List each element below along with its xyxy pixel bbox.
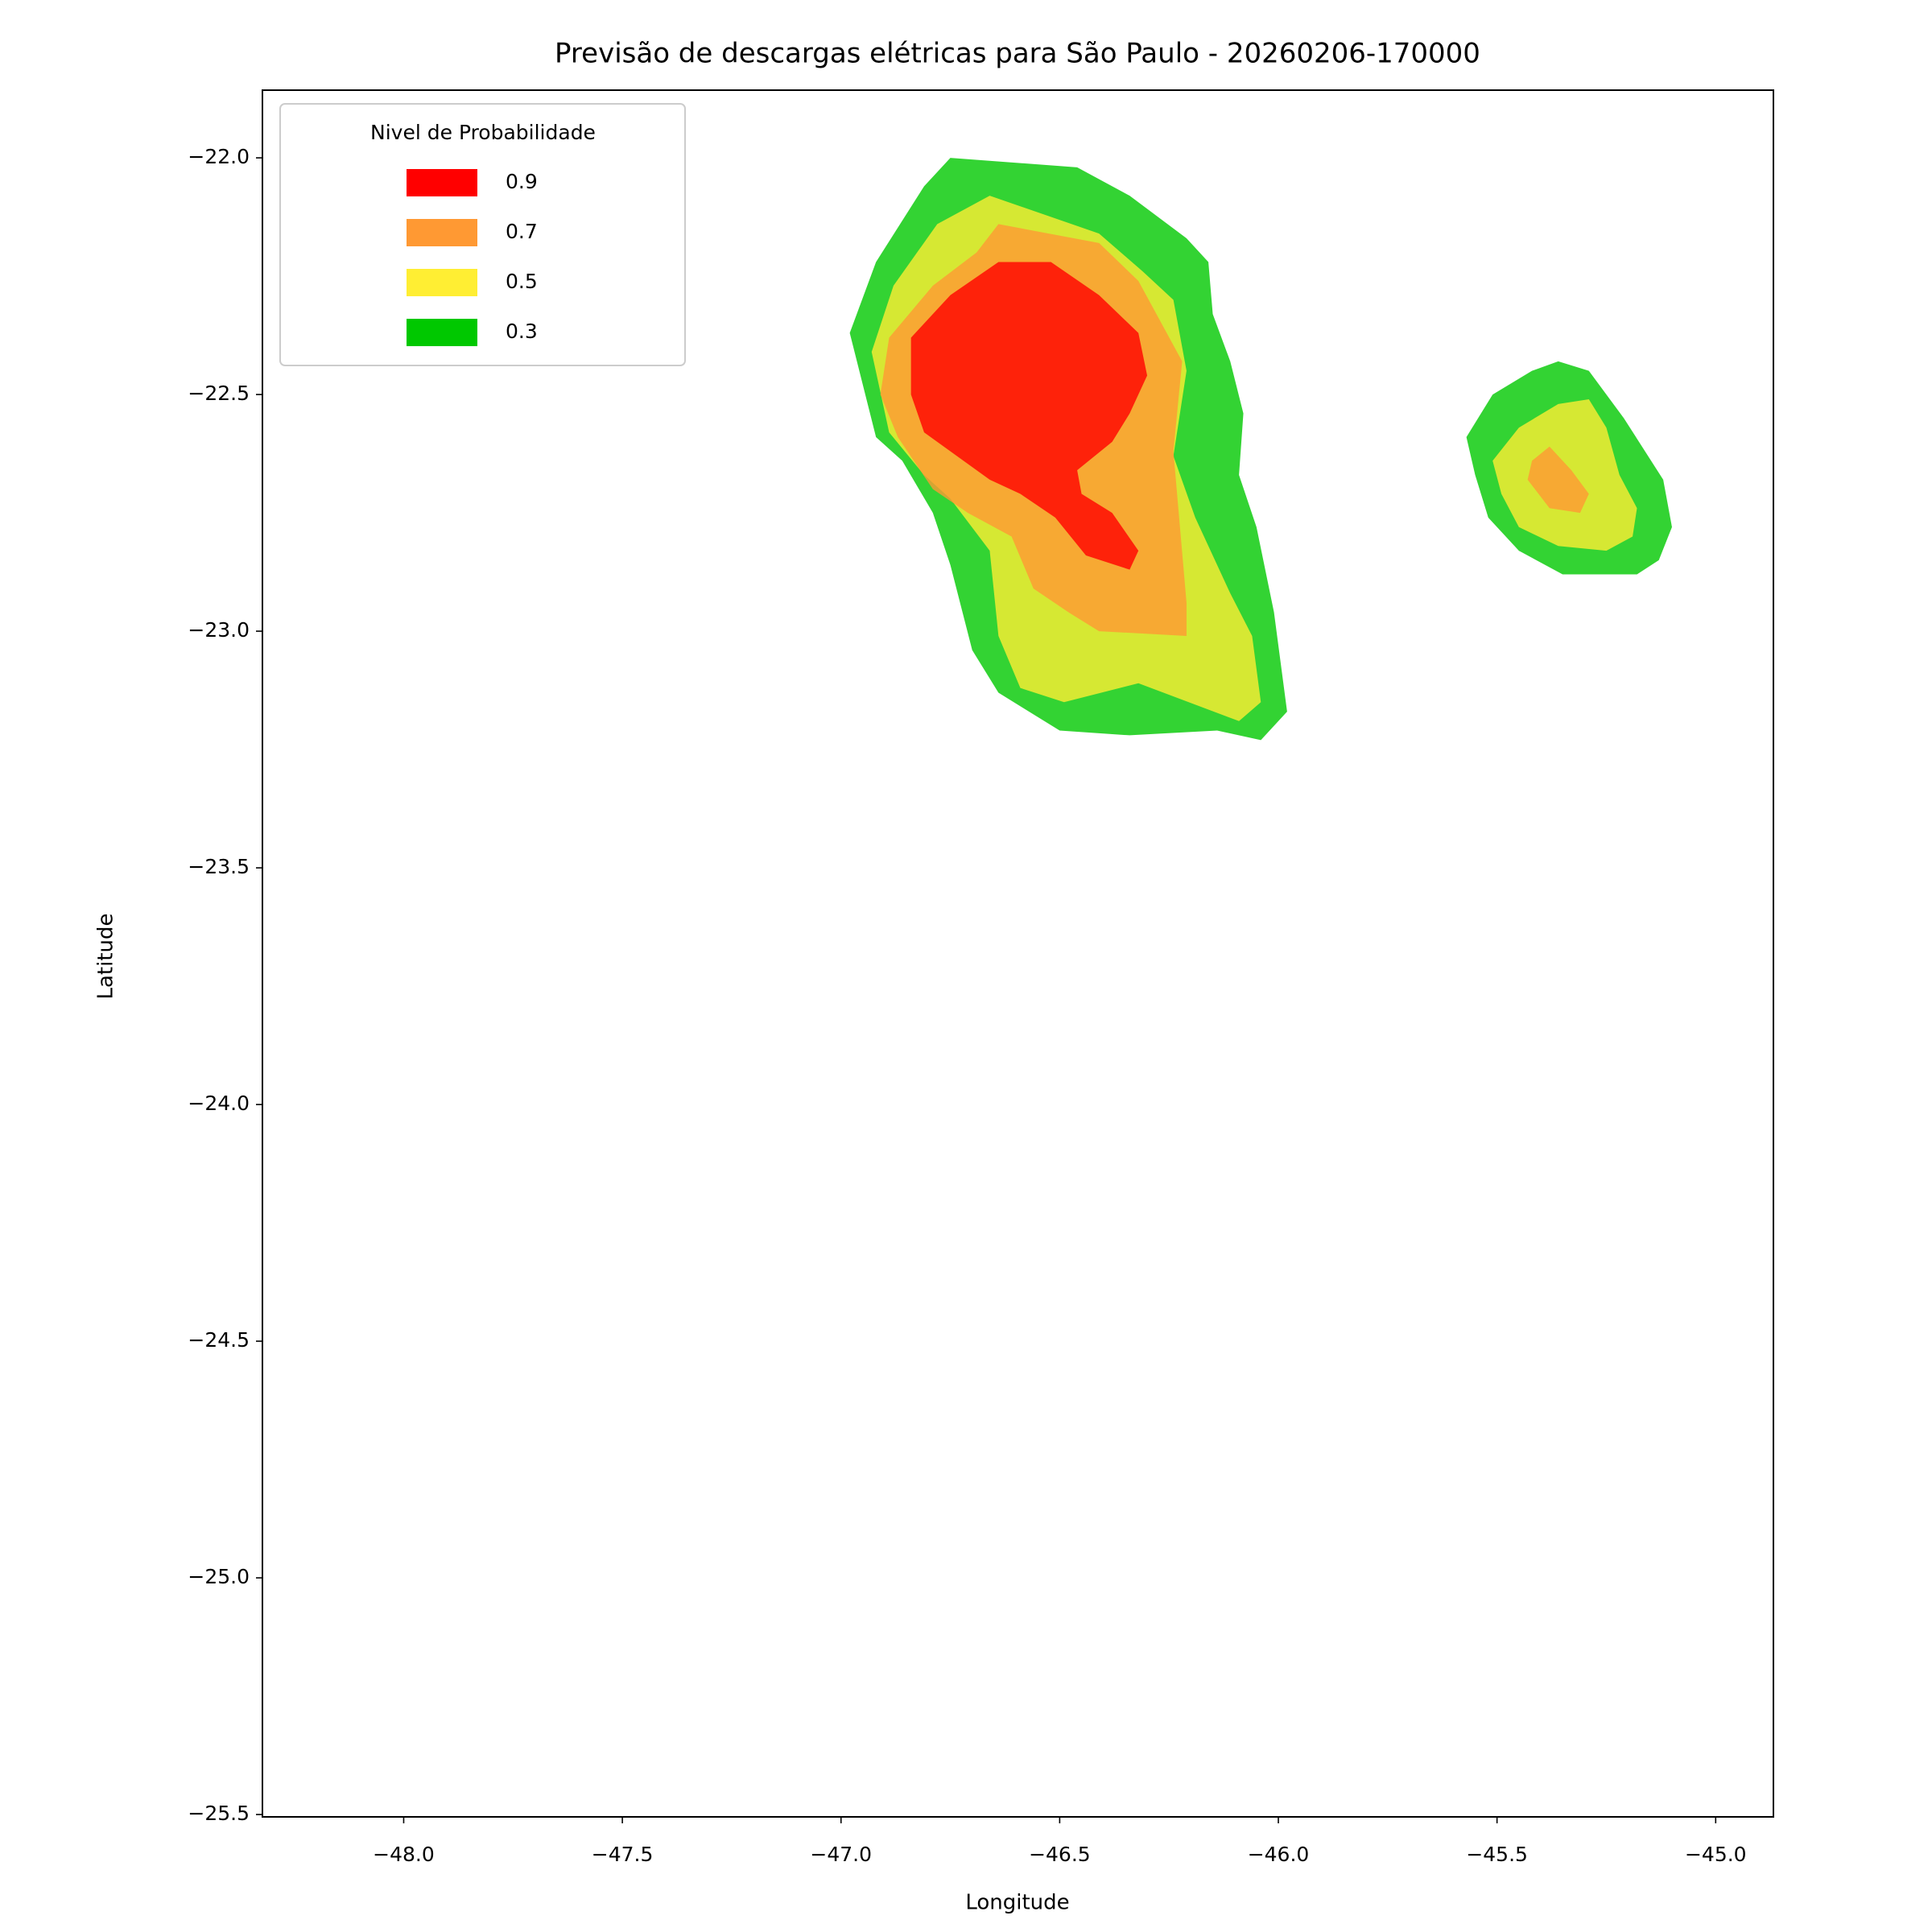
legend: Nivel de Probabilidade 0.9 0.7 0.5 0.3 (279, 103, 686, 366)
x-tick-label: −45.0 (1685, 1843, 1747, 1866)
y-tick-label: −24.5 (188, 1328, 250, 1352)
contour-region (1527, 446, 1589, 514)
legend-label: 0.5 (506, 270, 538, 293)
y-axis-label: Latitude (94, 913, 118, 999)
x-axis-label: Longitude (965, 1891, 1069, 1915)
x-tick-label: −48.0 (373, 1843, 435, 1866)
x-tick-label: −46.0 (1248, 1843, 1310, 1866)
legend-swatch (407, 219, 477, 246)
y-tick-label: −24.0 (188, 1092, 250, 1115)
contour-region (910, 262, 1148, 570)
y-tick-label: −22.5 (188, 382, 250, 405)
legend-label: 0.3 (506, 320, 538, 343)
y-tick-label: −22.0 (188, 145, 250, 168)
x-tick-label: −47.5 (592, 1843, 654, 1866)
y-tick-label: −23.0 (188, 618, 250, 642)
legend-swatch (407, 319, 477, 346)
axes-frame (262, 89, 1774, 1818)
chart-title: Previsão de descargas elétricas para São… (555, 38, 1480, 70)
x-tick-label: −47.0 (810, 1843, 872, 1866)
y-tick-label: −23.5 (188, 855, 250, 878)
x-tick-label: −46.5 (1029, 1843, 1091, 1866)
legend-title: Nivel de Probabilidade (370, 121, 596, 144)
legend-swatch (407, 169, 477, 196)
x-tick-label: −45.5 (1466, 1843, 1528, 1866)
y-tick-label: −25.5 (188, 1802, 250, 1825)
legend-swatch (407, 269, 477, 296)
legend-label: 0.7 (506, 220, 538, 243)
legend-label: 0.9 (506, 170, 538, 193)
plot-area (849, 158, 1672, 741)
y-tick-label: −25.0 (188, 1565, 250, 1588)
legend-box (279, 103, 686, 366)
